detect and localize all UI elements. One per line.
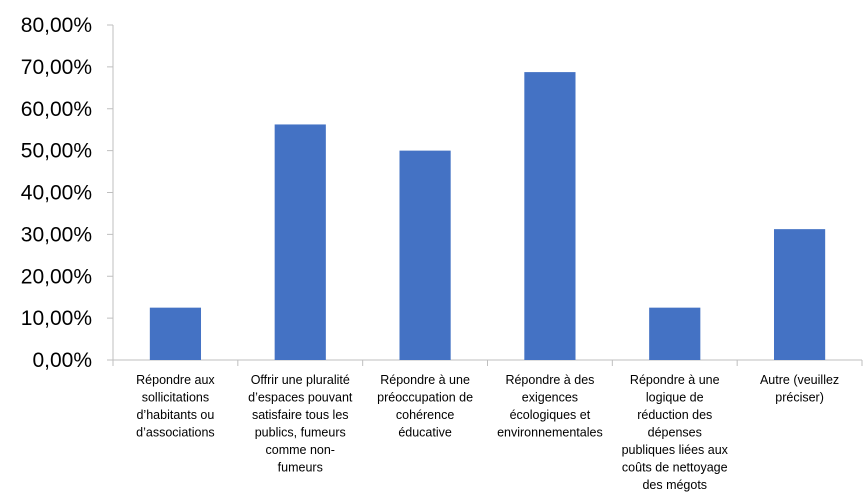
y-tick-label: 20,00% [21,265,92,288]
y-tick-label: 60,00% [21,98,92,121]
x-tick-label: Répondre à des exigences écologiques et env… [497,373,603,440]
y-tick-label: 80,00% [21,14,92,37]
y-tick-label: 70,00% [21,56,92,79]
x-tick-label: Autre (veuillez préciser) [760,373,839,405]
bar [649,307,701,360]
x-tick-label: Offrir une pluralité d’espaces pouvant sat… [248,373,353,475]
y-tick-label: 50,00% [21,140,92,163]
bar [399,150,451,360]
bar [274,124,326,360]
y-tick-label: 30,00% [21,223,92,246]
bars [149,72,826,360]
y-tick-label: 40,00% [21,182,92,205]
x-tick-label: Répondre à une logique de réduction des dép… [622,373,729,492]
y-tick-label: 0,00% [32,349,92,372]
x-axis [112,359,863,366]
x-tick-label: Répondre à une préoccupation de cohérence é… [377,373,473,440]
x-tick-label: Répondre aux sollicitations d’habitants ou… [136,373,215,440]
y-axis: 0,00% 10,00% 20,00% 30,00% 40,00% 50,00% 60,00… [21,14,114,372]
bar [773,229,826,360]
bar [524,72,576,360]
bar [149,307,202,360]
y-tick-label: 10,00% [21,307,92,330]
x-tick-labels: Répondre aux sollicitations d’habitants ou… [136,373,839,492]
